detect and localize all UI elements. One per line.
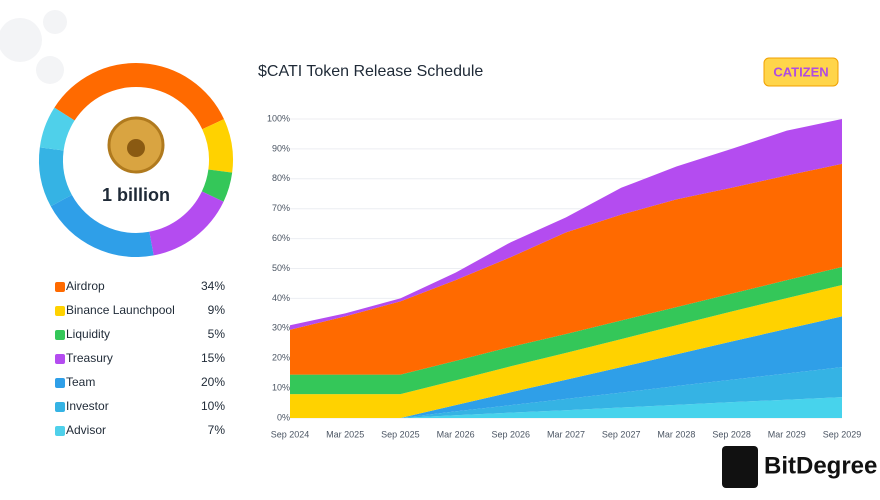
donut-center-label: 1 billion	[102, 185, 170, 205]
legend-label: Investor	[66, 399, 109, 413]
donut-segment	[39, 107, 75, 151]
x-tick-label: Sep 2026	[492, 429, 531, 439]
y-tick-label: 0%	[277, 412, 290, 422]
legend-label: Treasury	[66, 351, 113, 365]
chart-title: $CATI Token Release Schedule	[258, 63, 483, 80]
y-tick-label: 30%	[272, 323, 290, 333]
donut-segment	[38, 147, 72, 207]
y-tick-label: 10%	[272, 382, 290, 392]
legend-swatch	[55, 378, 65, 388]
decor-paw	[43, 10, 67, 34]
x-tick-label: Mar 2025	[326, 429, 364, 439]
x-tick-label: Mar 2028	[657, 429, 695, 439]
x-tick-label: Sep 2024	[271, 429, 310, 439]
legend-value: 20%	[201, 375, 225, 389]
x-tick-label: Sep 2028	[712, 429, 751, 439]
legend-swatch	[55, 426, 65, 436]
x-tick-label: Mar 2026	[437, 429, 475, 439]
coin-paw	[127, 139, 145, 157]
area-band	[290, 267, 842, 395]
legend-swatch	[55, 306, 65, 316]
donut-segment	[202, 119, 233, 173]
logo-badge	[763, 57, 839, 87]
donut-segment	[54, 62, 224, 130]
y-tick-label: 20%	[272, 353, 290, 363]
donut-segment	[50, 194, 154, 257]
legend-swatch	[55, 402, 65, 412]
watermark-icon	[722, 446, 758, 488]
x-tick-label: Mar 2027	[547, 429, 585, 439]
area-band	[290, 316, 842, 418]
legend-label: Advisor	[66, 423, 106, 437]
area-band	[290, 367, 842, 418]
legend-value: 15%	[201, 351, 225, 365]
legend-label: Airdrop	[66, 279, 105, 293]
area-band	[290, 163, 842, 375]
legend-value: 10%	[201, 399, 225, 413]
area-band	[290, 284, 842, 418]
donut-segment	[201, 169, 233, 202]
donut-segment	[149, 191, 224, 256]
legend-value: 7%	[208, 423, 226, 437]
logo: CATIZEN	[773, 64, 828, 79]
x-tick-label: Mar 2029	[768, 429, 806, 439]
x-tick-label: Sep 2027	[602, 429, 641, 439]
x-tick-label: Sep 2029	[823, 429, 862, 439]
legend-value: 34%	[201, 279, 225, 293]
x-tick-label: Sep 2025	[381, 429, 420, 439]
y-tick-label: 70%	[272, 203, 290, 213]
y-tick-label: 60%	[272, 233, 290, 243]
y-tick-label: 90%	[272, 143, 290, 153]
area-band	[290, 397, 842, 418]
legend-label: Team	[66, 375, 95, 389]
y-tick-label: 100%	[267, 113, 290, 123]
legend-value: 9%	[208, 303, 226, 317]
y-tick-label: 80%	[272, 173, 290, 183]
legend-swatch	[55, 282, 65, 292]
y-tick-label: 40%	[272, 293, 290, 303]
legend-swatch	[55, 354, 65, 364]
area-band	[290, 119, 842, 330]
legend-label: Binance Launchpool	[66, 303, 175, 317]
decor-paw	[36, 56, 64, 84]
watermark: BitDegree	[764, 452, 877, 479]
legend-label: Liquidity	[66, 327, 110, 341]
y-tick-label: 50%	[272, 263, 290, 273]
decor-paw	[0, 18, 42, 62]
legend-swatch	[55, 330, 65, 340]
legend-value: 5%	[208, 327, 226, 341]
